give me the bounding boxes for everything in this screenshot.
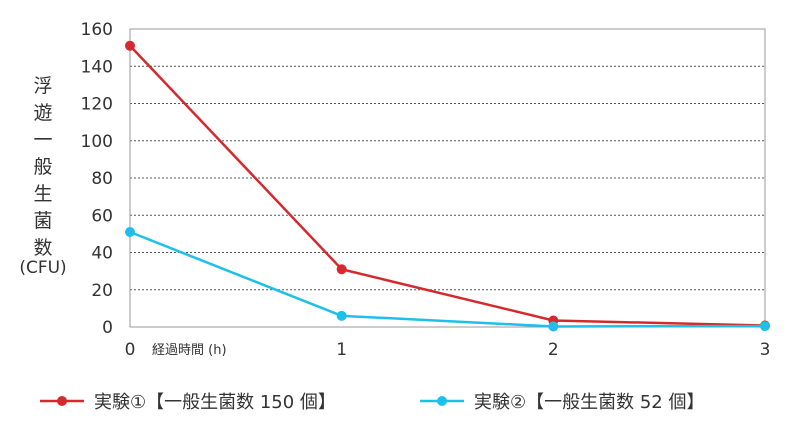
y-axis-unit-label: (CFU): [19, 258, 66, 278]
data-point: [548, 321, 559, 332]
x-axis-ticks: 0 1 2 3: [125, 340, 771, 360]
data-point: [125, 40, 135, 51]
y-tick-label: 0: [102, 318, 113, 338]
y-tick-label: 80: [91, 169, 113, 189]
y-axis-label-char: 数: [33, 237, 52, 259]
data-point: [125, 227, 135, 238]
y-tick-label: 100: [81, 132, 113, 152]
y-axis-label-char: 一: [33, 129, 52, 151]
x-tick-label: 0: [125, 340, 136, 360]
y-tick-label: 40: [91, 244, 113, 264]
y-tick-label: 160: [81, 20, 113, 40]
series-lines: [125, 40, 770, 332]
x-tick-label: 1: [336, 340, 347, 360]
y-tick-label: 120: [81, 95, 113, 115]
x-tick-label: 3: [760, 340, 771, 360]
y-axis-label-char: 遊: [33, 102, 52, 124]
y-tick-label: 20: [91, 281, 113, 301]
grid: [130, 65, 765, 291]
legend-label: 実験②【一般生菌数 52 個】: [474, 392, 704, 413]
data-point: [336, 310, 347, 321]
y-tick-label: 140: [81, 57, 113, 77]
y-axis-label-char: 生: [33, 183, 52, 205]
series-line: [129, 44, 766, 327]
y-tick-label: 60: [91, 206, 113, 226]
legend-label: 実験①【一般生菌数 150 個】: [94, 392, 336, 413]
x-axis-label: 経過時間 (h): [152, 343, 227, 358]
series-line: [129, 230, 766, 328]
legend-marker: [57, 396, 67, 406]
y-axis-label-char: 般: [33, 156, 52, 178]
y-axis-label-char: 菌: [33, 210, 52, 232]
plot-frame: [129, 28, 766, 328]
y-axis-ticks: 0 20 40 60 80 100 120 140 160: [81, 20, 113, 338]
data-point: [336, 264, 347, 275]
y-axis-label-char: 浮: [33, 75, 52, 97]
data-point: [760, 321, 770, 332]
x-tick-label: 2: [548, 340, 559, 360]
legend: 実験①【一般生菌数 150 個】 実験②【一般生菌数 52 個】: [40, 392, 704, 413]
legend-marker: [437, 396, 447, 406]
